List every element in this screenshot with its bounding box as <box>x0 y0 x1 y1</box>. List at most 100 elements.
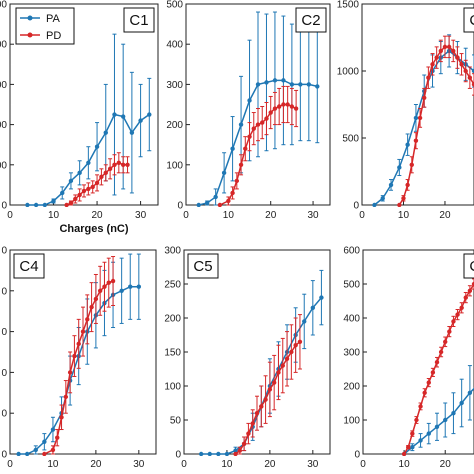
series-pd-point <box>107 166 113 172</box>
y-tick-label: 0 <box>177 201 183 212</box>
series-pd-point <box>260 120 265 125</box>
series-pd-point <box>451 48 456 54</box>
series-pd-point <box>443 339 448 344</box>
series-pa-point <box>120 114 126 119</box>
series-pa-point <box>255 82 261 87</box>
y-tick-label: 0 <box>1 450 7 461</box>
series-pd-point <box>226 198 231 204</box>
series-pd-point <box>263 397 268 402</box>
series-pd-point <box>434 55 439 60</box>
series-pd-point <box>234 178 240 184</box>
series-pa-point <box>207 451 212 456</box>
series-pa-point <box>33 202 39 207</box>
series-pd-point <box>409 162 414 167</box>
panel-label-box <box>463 7 474 33</box>
series-pd-point <box>463 295 468 300</box>
series-pa-point <box>410 445 415 450</box>
series-pa-point <box>138 118 143 123</box>
series-pd-point <box>77 192 82 198</box>
series-pd-point <box>413 138 419 143</box>
series-pa-point <box>25 202 30 207</box>
y-tick-label: 200 <box>166 120 183 131</box>
y-tick-label: 300 <box>166 80 183 91</box>
series-pd-point <box>293 106 299 111</box>
series-pd-point <box>467 288 473 293</box>
series-group <box>196 11 320 207</box>
series-pa-point <box>298 82 303 87</box>
series-pa-point <box>451 411 456 416</box>
series-pa-point <box>272 78 278 83</box>
x-tick-label: 0 <box>7 210 13 221</box>
x-tick-label: 10 <box>398 210 410 221</box>
series-group <box>372 34 474 207</box>
series-pd-line <box>235 341 301 455</box>
series-pd-point <box>459 305 464 310</box>
series-pa-point <box>426 431 431 436</box>
series-pd-point <box>267 387 273 392</box>
series-pd-point <box>80 329 86 334</box>
series-group <box>16 253 142 456</box>
series-pd-point <box>67 370 73 375</box>
series-pa-point <box>60 190 65 196</box>
y-tick-label: 200 <box>343 382 360 393</box>
y-tick-label: 400 <box>343 314 360 325</box>
y-tick-label: 0 <box>1 368 7 379</box>
series-pd-point <box>73 196 78 202</box>
series-pa-point <box>372 202 377 207</box>
legend-marker-pa <box>27 15 33 21</box>
series-pd-point <box>430 62 435 67</box>
panel-label-box <box>295 7 327 33</box>
series-pa-point <box>397 165 402 170</box>
series-pa-point <box>247 98 252 103</box>
y-tick-label: 0 <box>1 286 7 297</box>
series-pa-point <box>33 447 38 453</box>
legend: PA PD <box>15 7 75 45</box>
x-tick-label: 0 <box>360 459 366 470</box>
x-tick-label: 30 <box>307 459 319 470</box>
series-pd-point <box>285 102 290 107</box>
series-pd-point <box>463 68 468 74</box>
series-pd-point <box>103 170 108 176</box>
series-pd-point <box>422 390 427 395</box>
series-pd-point <box>422 95 427 101</box>
panel-c6: 010200100200300400500600C6 <box>343 246 474 470</box>
series-pa-point <box>224 451 230 456</box>
series-pa-point <box>380 196 385 201</box>
series-pa-point <box>136 284 142 289</box>
panel-label: C2 <box>301 12 320 29</box>
series-pd-point <box>238 162 244 167</box>
series-pa-point <box>434 424 440 429</box>
series-pd-point <box>93 296 99 302</box>
y-tick-label: 100 <box>164 382 181 393</box>
y-tick-label: 500 <box>343 280 360 291</box>
y-tick-label: 300 <box>164 246 181 257</box>
series-pd-point <box>259 404 264 409</box>
plot-frame <box>9 3 159 206</box>
series-pd-point <box>401 196 406 201</box>
y-tick-label: 00 <box>0 160 7 171</box>
series-pd-point <box>406 445 411 450</box>
series-pd-line <box>403 283 474 455</box>
series-pd-point <box>90 184 95 190</box>
x-tick-label: 0 <box>183 210 189 221</box>
series-pd-point <box>247 134 252 139</box>
series-pd-point <box>471 281 474 287</box>
plot-frame <box>361 3 474 206</box>
x-tick-label: 0 <box>7 459 13 470</box>
series-pa-point <box>238 122 244 127</box>
series-pa-point <box>24 451 30 456</box>
series-pa-point <box>68 178 74 184</box>
x-tick-label: 10 <box>223 210 235 221</box>
series-pd-point <box>72 353 77 359</box>
series-pd-point <box>276 370 281 375</box>
series-pd-point <box>99 174 104 180</box>
series-pd-point <box>414 417 419 423</box>
series-pa-point <box>42 202 48 207</box>
y-tick-label: 400 <box>166 40 183 51</box>
series-group <box>25 33 152 207</box>
legend-label-pa: PA <box>46 13 61 25</box>
y-tick-label: 00 <box>0 40 7 51</box>
y-tick-label: 100 <box>343 416 360 427</box>
